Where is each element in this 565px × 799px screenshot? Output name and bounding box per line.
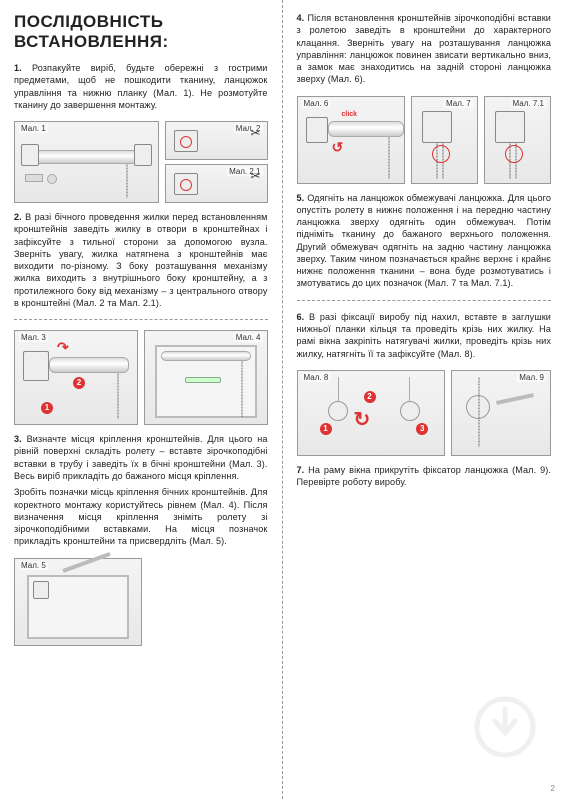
step-3a-text: 3. Визначте місця кріплення кронштейнів.… [14, 433, 268, 482]
figure-5-label: Мал. 5 [19, 561, 48, 570]
figure-row-5: Мал. 8 1 2 3 ↻ Мал. 9 [297, 370, 552, 456]
figure-8: Мал. 8 1 2 3 ↻ [297, 370, 446, 456]
figure-1: Мал. 1 [14, 121, 159, 203]
arrow-icon-2: ↺ [332, 139, 344, 156]
figure-8-label: Мал. 8 [302, 373, 331, 382]
figure-4: Мал. 4 [144, 330, 268, 425]
step-3a-body: Визначте місця кріплення кронштейнів. Дл… [14, 434, 268, 481]
left-column: Послідовність встановлення: 1. Розпакуйт… [0, 0, 283, 799]
scissors-icon: ✂ [250, 126, 260, 140]
figure-9-label: Мал. 9 [517, 373, 546, 382]
arrow-icon: ↷ [57, 339, 69, 356]
step-6-body: В разі фіксації виробу під нахил, вставт… [297, 312, 552, 359]
level-tool [185, 377, 221, 383]
screwdriver [62, 552, 110, 573]
figure-row-3: Мал. 5 [14, 558, 268, 646]
figure-7-label: Мал. 7 [444, 99, 473, 108]
badge-8-2: 2 [364, 391, 376, 403]
step-5-body: Одягніть на ланцюжок обмежувачі ланцюжка… [297, 193, 552, 289]
badge-2: 2 [73, 377, 85, 389]
step-7-body: На раму вікна прикрутіть фіксатор ланцюж… [297, 465, 551, 487]
figure-2-1: Мал. 2.1 ✂ [165, 164, 267, 203]
step-2-text: 2. В разі бічного проведення жилки перед… [14, 211, 268, 309]
figure-3-label: Мал. 3 [19, 333, 48, 342]
figure-2: Мал. 2 ✂ [165, 121, 267, 160]
arrow-icon-3: ↻ [354, 407, 371, 432]
figure-4-label: Мал. 4 [234, 333, 263, 342]
step-2-body: В разі бічного проведення жилки перед вс… [14, 212, 268, 308]
badge-1: 1 [41, 402, 53, 414]
step-6-text: 6. В разі фіксації виробу під нахил, вст… [297, 311, 552, 360]
step-7-text: 7. На раму вікна прикрутіть фіксатор лан… [297, 464, 552, 489]
page-title: Послідовність встановлення: [14, 12, 268, 52]
figure-row-2: Мал. 3 ↷ 1 2 Мал. 4 [14, 330, 268, 425]
badge-8-1: 1 [320, 423, 332, 435]
step-5-text: 5. Одягніть на ланцюжок обмежувачі ланцю… [297, 192, 552, 290]
figure-5: Мал. 5 [14, 558, 142, 646]
watermark-icon [473, 695, 537, 759]
click-label: click [342, 111, 358, 118]
figure-row-1: Мал. 1 Мал. 2 ✂ Мал. 2. [14, 121, 268, 203]
figure-6: Мал. 6 click ↺ [297, 96, 405, 184]
scissors-icon-2: ✂ [250, 169, 260, 183]
instruction-page: Послідовність встановлення: 1. Розпакуйт… [0, 0, 565, 799]
step-4-body: Після встановлення кронштейнів зірочкопо… [297, 13, 552, 84]
page-number: 2 [551, 784, 555, 793]
divider-left [14, 319, 268, 320]
badge-8-3: 3 [416, 423, 428, 435]
step-1-text: 1. Розпакуйте виріб, будьте обережні з г… [14, 62, 268, 111]
step-3b-text: Зробіть позначки місць кріплення бічних … [14, 486, 268, 547]
figure-7-1-label: Мал. 7.1 [511, 99, 546, 108]
figure-row-4: Мал. 6 click ↺ Мал. 7 Мал. 7.1 [297, 96, 552, 184]
screwdriver-2 [496, 393, 534, 405]
step-4-text: 4. Після встановлення кронштейнів зірочк… [297, 12, 552, 86]
right-column: 4. Після встановлення кронштейнів зірочк… [283, 0, 565, 799]
figure-7: Мал. 7 [411, 96, 478, 184]
figure-9: Мал. 9 [451, 370, 551, 456]
figure-6-label: Мал. 6 [302, 99, 331, 108]
figure-7-1: Мал. 7.1 [484, 96, 551, 184]
step-1-body: Розпакуйте виріб, будьте обережні з гост… [14, 63, 268, 110]
figure-3: Мал. 3 ↷ 1 2 [14, 330, 138, 425]
figure-2-group: Мал. 2 ✂ Мал. 2.1 ✂ [165, 121, 267, 203]
divider-right [297, 300, 552, 301]
